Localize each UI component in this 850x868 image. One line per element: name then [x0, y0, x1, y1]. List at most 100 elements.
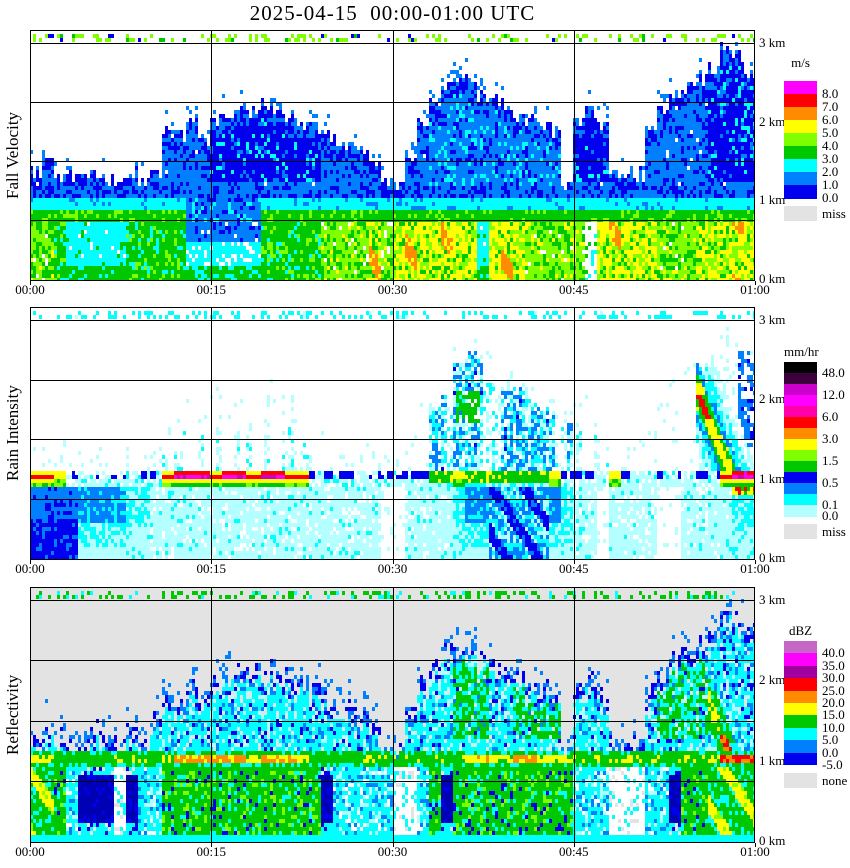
time-label-0045-panel0: 00:45 [558, 282, 589, 297]
legend-color-band [784, 384, 817, 396]
time-label-0000-panel1: 00:00 [15, 561, 45, 576]
legend-value-label: -5.0 [822, 757, 843, 772]
height-label-3km: 3 km [759, 312, 786, 327]
page-title: 2025-04-15 00:00-01:00 UTC [249, 1, 536, 25]
x-tick [211, 560, 213, 564]
legend-value-label: 2.0 [822, 164, 839, 179]
x-tick [211, 281, 213, 285]
x-tick [573, 843, 575, 847]
x-tick [755, 560, 756, 564]
legend-value-label: 5.0 [822, 125, 839, 140]
legend-color-band [784, 505, 817, 517]
fall-velocity-heatmap [30, 30, 755, 281]
height-label-0km: 0 km [759, 833, 786, 848]
x-tick [392, 843, 394, 847]
x-tick [30, 560, 31, 564]
legend-color-band [784, 362, 817, 374]
time-label-0000-panel0: 00:00 [15, 282, 45, 297]
legend-color-band [784, 417, 817, 429]
time-label-0030-panel1: 00:30 [377, 561, 408, 576]
legend-value-label: 15.0 [822, 707, 845, 723]
height-label-2km: 2 km [759, 672, 786, 688]
height-label-0km: 0 km [759, 271, 786, 286]
legend-color-band [784, 641, 817, 654]
time-label-0045-panel2: 00:45 [558, 844, 589, 859]
legend-color-band [784, 185, 817, 199]
legend-color-band [784, 133, 817, 147]
legend-value-label: 0.1 [822, 497, 839, 512]
legend-color-band [784, 373, 817, 385]
legend-none-label: none [822, 773, 848, 788]
legend-color-band [784, 665, 817, 679]
height-label-3km: 3 km [759, 35, 786, 50]
legend-color-band [784, 690, 817, 704]
height-label-2km: 2 km [759, 391, 786, 407]
legend-title-dBZ: dBZ [788, 623, 813, 638]
legend-value-label: 3.0 [822, 151, 839, 166]
legend-color-band [784, 107, 817, 121]
x-tick [573, 560, 575, 564]
legend-value-label: 8.0 [822, 86, 839, 101]
legend-miss-label: miss [822, 524, 846, 539]
legend-value-label: 4.0 [822, 138, 839, 153]
legend-color-band [784, 727, 817, 741]
legend-miss-box [784, 524, 817, 539]
legend-color-band [784, 94, 817, 108]
legend-value-label: 10.0 [822, 719, 845, 735]
height-label-3km: 3 km [759, 592, 786, 607]
legend-value-label: 48.0 [822, 365, 845, 380]
time-label-0045-panel1: 00:45 [558, 561, 589, 576]
legend-color-band [784, 752, 817, 766]
height-label-1km: 1 km [759, 470, 786, 486]
legend-value-label: 6.0 [822, 409, 839, 424]
legend-color-band [784, 494, 817, 506]
legend-none-box [784, 773, 817, 788]
time-label-0100-panel1: 01:00 [740, 561, 770, 576]
legend-value-label: 1.0 [822, 177, 839, 192]
time-label-0030-panel0: 00:30 [377, 282, 408, 297]
legend-miss-box [784, 206, 817, 221]
legend-value-label: 6.0 [822, 112, 839, 127]
x-tick [30, 281, 31, 285]
legend-title-m-s: m/s [791, 55, 810, 70]
legend-color-band [784, 740, 817, 754]
rain-intensity-heatmap [30, 307, 755, 560]
legend-value-label: 1.5 [822, 453, 839, 468]
legend-color-band [784, 428, 817, 440]
reflectivity-axis-label: Reflectivity [3, 674, 22, 756]
x-tick [392, 281, 394, 285]
legend-value-label: 7.0 [822, 99, 839, 114]
legend-value-label: 20.0 [822, 695, 845, 710]
legend-color-band [784, 395, 817, 407]
x-tick [755, 281, 756, 285]
fall-velocity-axis-label: Fall Velocity [3, 111, 22, 200]
legend-value-label: 0.5 [822, 475, 839, 490]
legend-value-label: 35.0 [822, 657, 845, 673]
rain-intensity-axis-label: Rain Intensity [3, 385, 22, 482]
legend-color-band [784, 703, 817, 716]
legend-value-label: 30.0 [822, 670, 845, 686]
time-label-0000-panel2: 00:00 [15, 844, 45, 859]
legend-color-band [784, 472, 817, 484]
x-tick [30, 843, 31, 847]
legend-color-band [784, 715, 817, 729]
legend-value-label: 3.0 [822, 431, 839, 446]
legend-color-band [784, 120, 817, 134]
legend-color-band [784, 159, 817, 173]
legend-value-label: 5.0 [822, 732, 839, 748]
height-label-0km: 0 km [759, 550, 786, 565]
time-label-0015-panel0: 00:15 [196, 282, 227, 297]
legend-color-band [784, 653, 817, 667]
legend-color-band [784, 678, 817, 692]
legend-value-label: 0.0 [822, 190, 839, 205]
legend-color-band [784, 461, 817, 473]
time-label-0030-panel2: 00:30 [377, 844, 408, 859]
legend-color-band [784, 450, 817, 462]
legend-value-label: 25.0 [822, 682, 845, 698]
height-label-1km: 1 km [759, 752, 786, 768]
legend-value-label: 0.0 [822, 508, 839, 523]
legend-color-band [784, 439, 817, 451]
legend-value-label: 40.0 [822, 645, 845, 661]
legend-value-label: 0.0 [822, 744, 839, 760]
